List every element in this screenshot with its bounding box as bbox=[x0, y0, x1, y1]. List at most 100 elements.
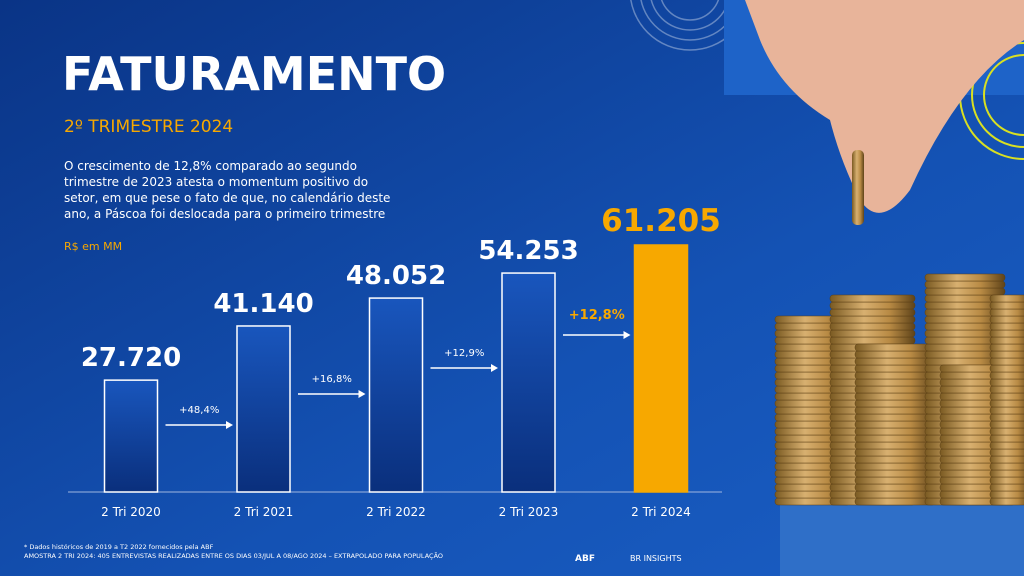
hand bbox=[745, 0, 1024, 213]
value-label: 61.205 bbox=[601, 203, 721, 239]
coin bbox=[989, 448, 1024, 457]
coin bbox=[854, 448, 936, 457]
coin-stacks bbox=[774, 273, 1024, 506]
description-line: O crescimento de 12,8% comparado ao segu… bbox=[64, 159, 357, 173]
coin bbox=[854, 350, 936, 359]
coin bbox=[854, 427, 936, 436]
value-label: 27.720 bbox=[81, 343, 181, 373]
category-label: 2 Tri 2024 bbox=[631, 505, 691, 519]
bar bbox=[501, 272, 556, 493]
coin bbox=[854, 497, 936, 506]
coin bbox=[854, 378, 936, 387]
description: O crescimento de 12,8% comparado ao segu… bbox=[64, 159, 390, 221]
coin bbox=[829, 294, 916, 303]
growth-arrowhead bbox=[358, 390, 366, 398]
subtitle: 2º TRIMESTRE 2024 bbox=[64, 117, 233, 137]
coin bbox=[924, 287, 1006, 296]
coin bbox=[989, 476, 1024, 485]
coin bbox=[989, 350, 1024, 359]
coin bbox=[854, 462, 936, 471]
category-label: 2 Tri 2020 bbox=[101, 505, 161, 519]
footnotes: * Dados históricos de 2019 a T2 2022 for… bbox=[24, 543, 443, 560]
coin bbox=[854, 357, 936, 366]
coin bbox=[989, 308, 1024, 317]
bar bbox=[368, 297, 424, 493]
value-label: 41.140 bbox=[213, 289, 313, 319]
growth-label: +48,4% bbox=[179, 405, 219, 416]
coin bbox=[989, 420, 1024, 429]
coin bbox=[989, 427, 1024, 436]
growth-label: +12,9% bbox=[444, 348, 484, 359]
coin bbox=[854, 455, 936, 464]
coin bbox=[989, 364, 1024, 373]
logo-abf: ABF bbox=[575, 554, 595, 564]
coin bbox=[989, 371, 1024, 380]
category-label: 2 Tri 2023 bbox=[499, 505, 559, 519]
coin bbox=[854, 413, 936, 422]
coin bbox=[989, 385, 1024, 394]
coin bbox=[829, 322, 916, 331]
coin bbox=[989, 322, 1024, 331]
category-label: 2 Tri 2021 bbox=[234, 505, 294, 519]
held-coin bbox=[852, 150, 864, 225]
coin bbox=[989, 343, 1024, 352]
coin bbox=[989, 357, 1024, 366]
growth-arrowhead bbox=[491, 364, 498, 372]
coin bbox=[989, 378, 1024, 387]
coin bbox=[854, 441, 936, 450]
chart: 2 Tri 2020 27.720 2 Tri 2021 41.140 2 Tri 20… bbox=[81, 203, 721, 519]
coin bbox=[854, 420, 936, 429]
decor-circles bbox=[630, 0, 750, 51]
coin bbox=[829, 329, 916, 338]
coin bbox=[829, 315, 916, 324]
coin bbox=[989, 455, 1024, 464]
coin bbox=[989, 441, 1024, 450]
coin bbox=[989, 483, 1024, 492]
coin bbox=[854, 406, 936, 415]
coin bbox=[854, 399, 936, 408]
description-line: trimestre de 2023 atesta o momentum posi… bbox=[64, 175, 368, 189]
coin bbox=[989, 413, 1024, 422]
logo-brinsights: BR INSIGHTS bbox=[630, 554, 682, 563]
coin bbox=[829, 308, 916, 317]
coin bbox=[854, 476, 936, 485]
coin bbox=[989, 497, 1024, 506]
coin bbox=[989, 406, 1024, 415]
coin bbox=[989, 329, 1024, 338]
growth-arrowhead bbox=[226, 421, 233, 429]
coin bbox=[989, 462, 1024, 471]
coin bbox=[989, 399, 1024, 408]
coin bbox=[854, 371, 936, 380]
coin bbox=[924, 273, 1006, 282]
coin bbox=[989, 469, 1024, 478]
growth-label: +16,8% bbox=[312, 374, 352, 385]
bar bbox=[103, 379, 159, 493]
coin bbox=[854, 364, 936, 373]
decor-bottom bbox=[780, 505, 1024, 576]
growth-arrowhead bbox=[623, 331, 631, 339]
value-label: 54.253 bbox=[478, 236, 578, 266]
title: FATURAMENTO bbox=[62, 47, 446, 101]
coin bbox=[989, 294, 1024, 303]
coin bbox=[854, 385, 936, 394]
bar bbox=[236, 325, 291, 493]
coin bbox=[854, 343, 936, 352]
description-line: ano, a Páscoa foi deslocada para o prime… bbox=[64, 207, 385, 221]
bar bbox=[633, 244, 689, 493]
coin bbox=[854, 434, 936, 443]
coin bbox=[854, 469, 936, 478]
coin bbox=[854, 490, 936, 499]
coin bbox=[829, 301, 916, 310]
coin bbox=[854, 483, 936, 492]
coin bbox=[989, 301, 1024, 310]
value-label: 48.052 bbox=[346, 261, 446, 291]
footnote: AMOSTRA 2 TRI 2024: 405 ENTREVISTAS REAL… bbox=[24, 551, 443, 560]
coin bbox=[989, 392, 1024, 401]
coin bbox=[829, 336, 916, 345]
unit-label: R$ em MM bbox=[64, 240, 122, 253]
footnote: * Dados históricos de 2019 a T2 2022 for… bbox=[24, 543, 214, 551]
coin bbox=[989, 490, 1024, 499]
coin bbox=[989, 336, 1024, 345]
